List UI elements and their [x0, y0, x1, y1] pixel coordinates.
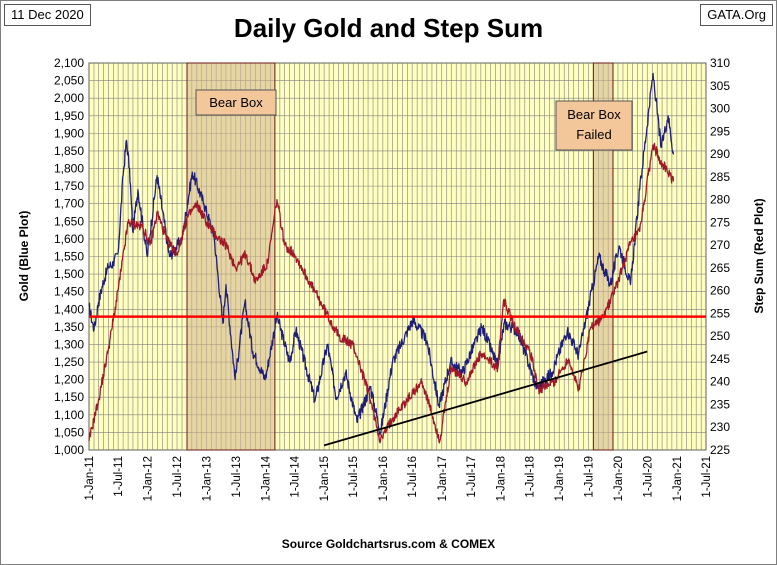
y-left-tick-label: 1,150: [54, 390, 84, 404]
y-left-tick-label: 1,750: [54, 179, 84, 193]
y-left-tick-label: 1,350: [54, 320, 84, 334]
axes: 1,000 1,050 1,100 1,150 1,200 1,250 1,300 1,350…: [54, 56, 730, 501]
bear-box-label-bg: [195, 89, 277, 116]
overlay-lines: [89, 315, 706, 447]
y-right-tick-label: 305: [710, 79, 730, 93]
site-label: GATA.Org: [700, 4, 773, 26]
y-right-tick-label: 275: [710, 215, 730, 229]
y-right-tick-label: 300: [710, 102, 730, 116]
y-left-tick-label: 1,800: [54, 162, 84, 176]
y-left-tick-label: 1,250: [54, 355, 84, 369]
x-tick-label: 1-Jul-12: [172, 456, 184, 498]
bear-box-failed: [592, 62, 614, 451]
y-left-tick-label: 1,650: [54, 214, 84, 228]
bear-box-failed-label-line1: Bear Box: [567, 107, 621, 122]
series-lines: [88, 72, 675, 444]
bear-box-label: Bear Box: [209, 95, 263, 110]
y-left-tick-label: 1,450: [54, 285, 84, 299]
x-tick-label: 1-Jan-12: [143, 456, 155, 501]
y-right-tick-label: 290: [710, 147, 730, 161]
y-right-tick-label: 310: [710, 56, 730, 70]
x-tick-label: 1-Jan-21: [672, 456, 684, 501]
x-tick-label: 1-Jul-14: [290, 455, 302, 497]
y-left-tick-label: 1,100: [54, 408, 84, 422]
y-left-tick-label: 1,400: [54, 302, 84, 316]
y-left-tick-label: 1,000: [54, 443, 84, 457]
gold-price-line: [88, 72, 675, 436]
y-left-tick-label: 2,050: [54, 74, 84, 88]
y-left-label: Gold (Blue Plot): [17, 211, 31, 302]
y-right-label: Step Sum (Red Plot): [752, 198, 766, 313]
x-tick-label: 1-Jul-21: [701, 456, 713, 498]
x-tick-label: 1-Jul-11: [113, 456, 125, 497]
x-tick-label: 1-Jan-14: [260, 455, 272, 501]
x-tick-label: 1-Jan-15: [319, 456, 331, 501]
annotation-labels: Bear Box Bear Box Failed: [195, 89, 633, 151]
y-left-tick-label: 1,550: [54, 250, 84, 264]
x-tick-label: 1-Jul-17: [466, 456, 478, 498]
y-right-tick-label: 265: [710, 261, 730, 275]
x-tick-label: 1-Jan-16: [378, 456, 390, 501]
y-right-tick-label: 255: [710, 306, 730, 320]
chart-title: Daily Gold and Step Sum: [233, 13, 544, 43]
step-sum-line: [88, 142, 675, 444]
x-tick-label: 1-Jul-18: [525, 456, 537, 498]
y-right-tick-label: 295: [710, 124, 730, 138]
y-left-tick-label: 1,500: [54, 267, 84, 281]
x-tick-label: 1-Jul-20: [642, 456, 654, 498]
x-tick-label: 1-Jan-18: [495, 456, 507, 501]
x-tick-label: 1-Jul-16: [407, 456, 419, 498]
bear-box-failed-label-bg: [555, 100, 633, 151]
y-right-tick-label: 245: [710, 352, 730, 366]
y-right-tick-label: 270: [710, 238, 730, 252]
x-tick-label: 1-Jan-13: [202, 456, 214, 501]
source-note: Source Goldchartsrus.com & COMEX: [281, 537, 496, 551]
x-tick-label: 1-Jul-13: [231, 456, 243, 498]
y-right-tick-label: 225: [710, 443, 730, 457]
y-left-tick-label: 1,300: [54, 337, 84, 351]
y-left-tick-label: 1,900: [54, 126, 84, 140]
x-tick-label: 1-Jan-17: [437, 456, 449, 501]
y-right-tick-label: 285: [710, 170, 730, 184]
x-tick-label: 1-Jul-19: [583, 456, 595, 498]
y-left-tick-label: 2,100: [54, 56, 84, 70]
y-right-tick-label: 240: [710, 375, 730, 389]
y-right-tick-label: 230: [710, 420, 730, 434]
y-left-tick-label: 1,600: [54, 232, 84, 246]
y-left-tick-label: 2,000: [54, 91, 84, 105]
date-label: 11 Dec 2020: [4, 4, 91, 26]
y-right-tick-label: 260: [710, 284, 730, 298]
x-tick-label: 1-Jan-11: [84, 456, 96, 501]
bear-box-failed-label-line2: Failed: [576, 127, 611, 142]
x-tick-label: 1-Jan-20: [613, 456, 625, 501]
y-right-tick-label: 250: [710, 329, 730, 343]
y-right-tick-label: 280: [710, 193, 730, 207]
y-left-tick-label: 1,950: [54, 109, 84, 123]
y-left-tick-label: 1,850: [54, 144, 84, 158]
y-left-tick-label: 1,700: [54, 197, 84, 211]
y-left-tick-label: 1,050: [54, 425, 84, 439]
y-right-tick-label: 235: [710, 397, 730, 411]
y-left-tick-label: 1,200: [54, 373, 84, 387]
trend-line: [323, 350, 648, 447]
x-tick-label: 1-Jan-19: [554, 456, 566, 501]
x-tick-label: 1-Jul-15: [348, 456, 360, 498]
